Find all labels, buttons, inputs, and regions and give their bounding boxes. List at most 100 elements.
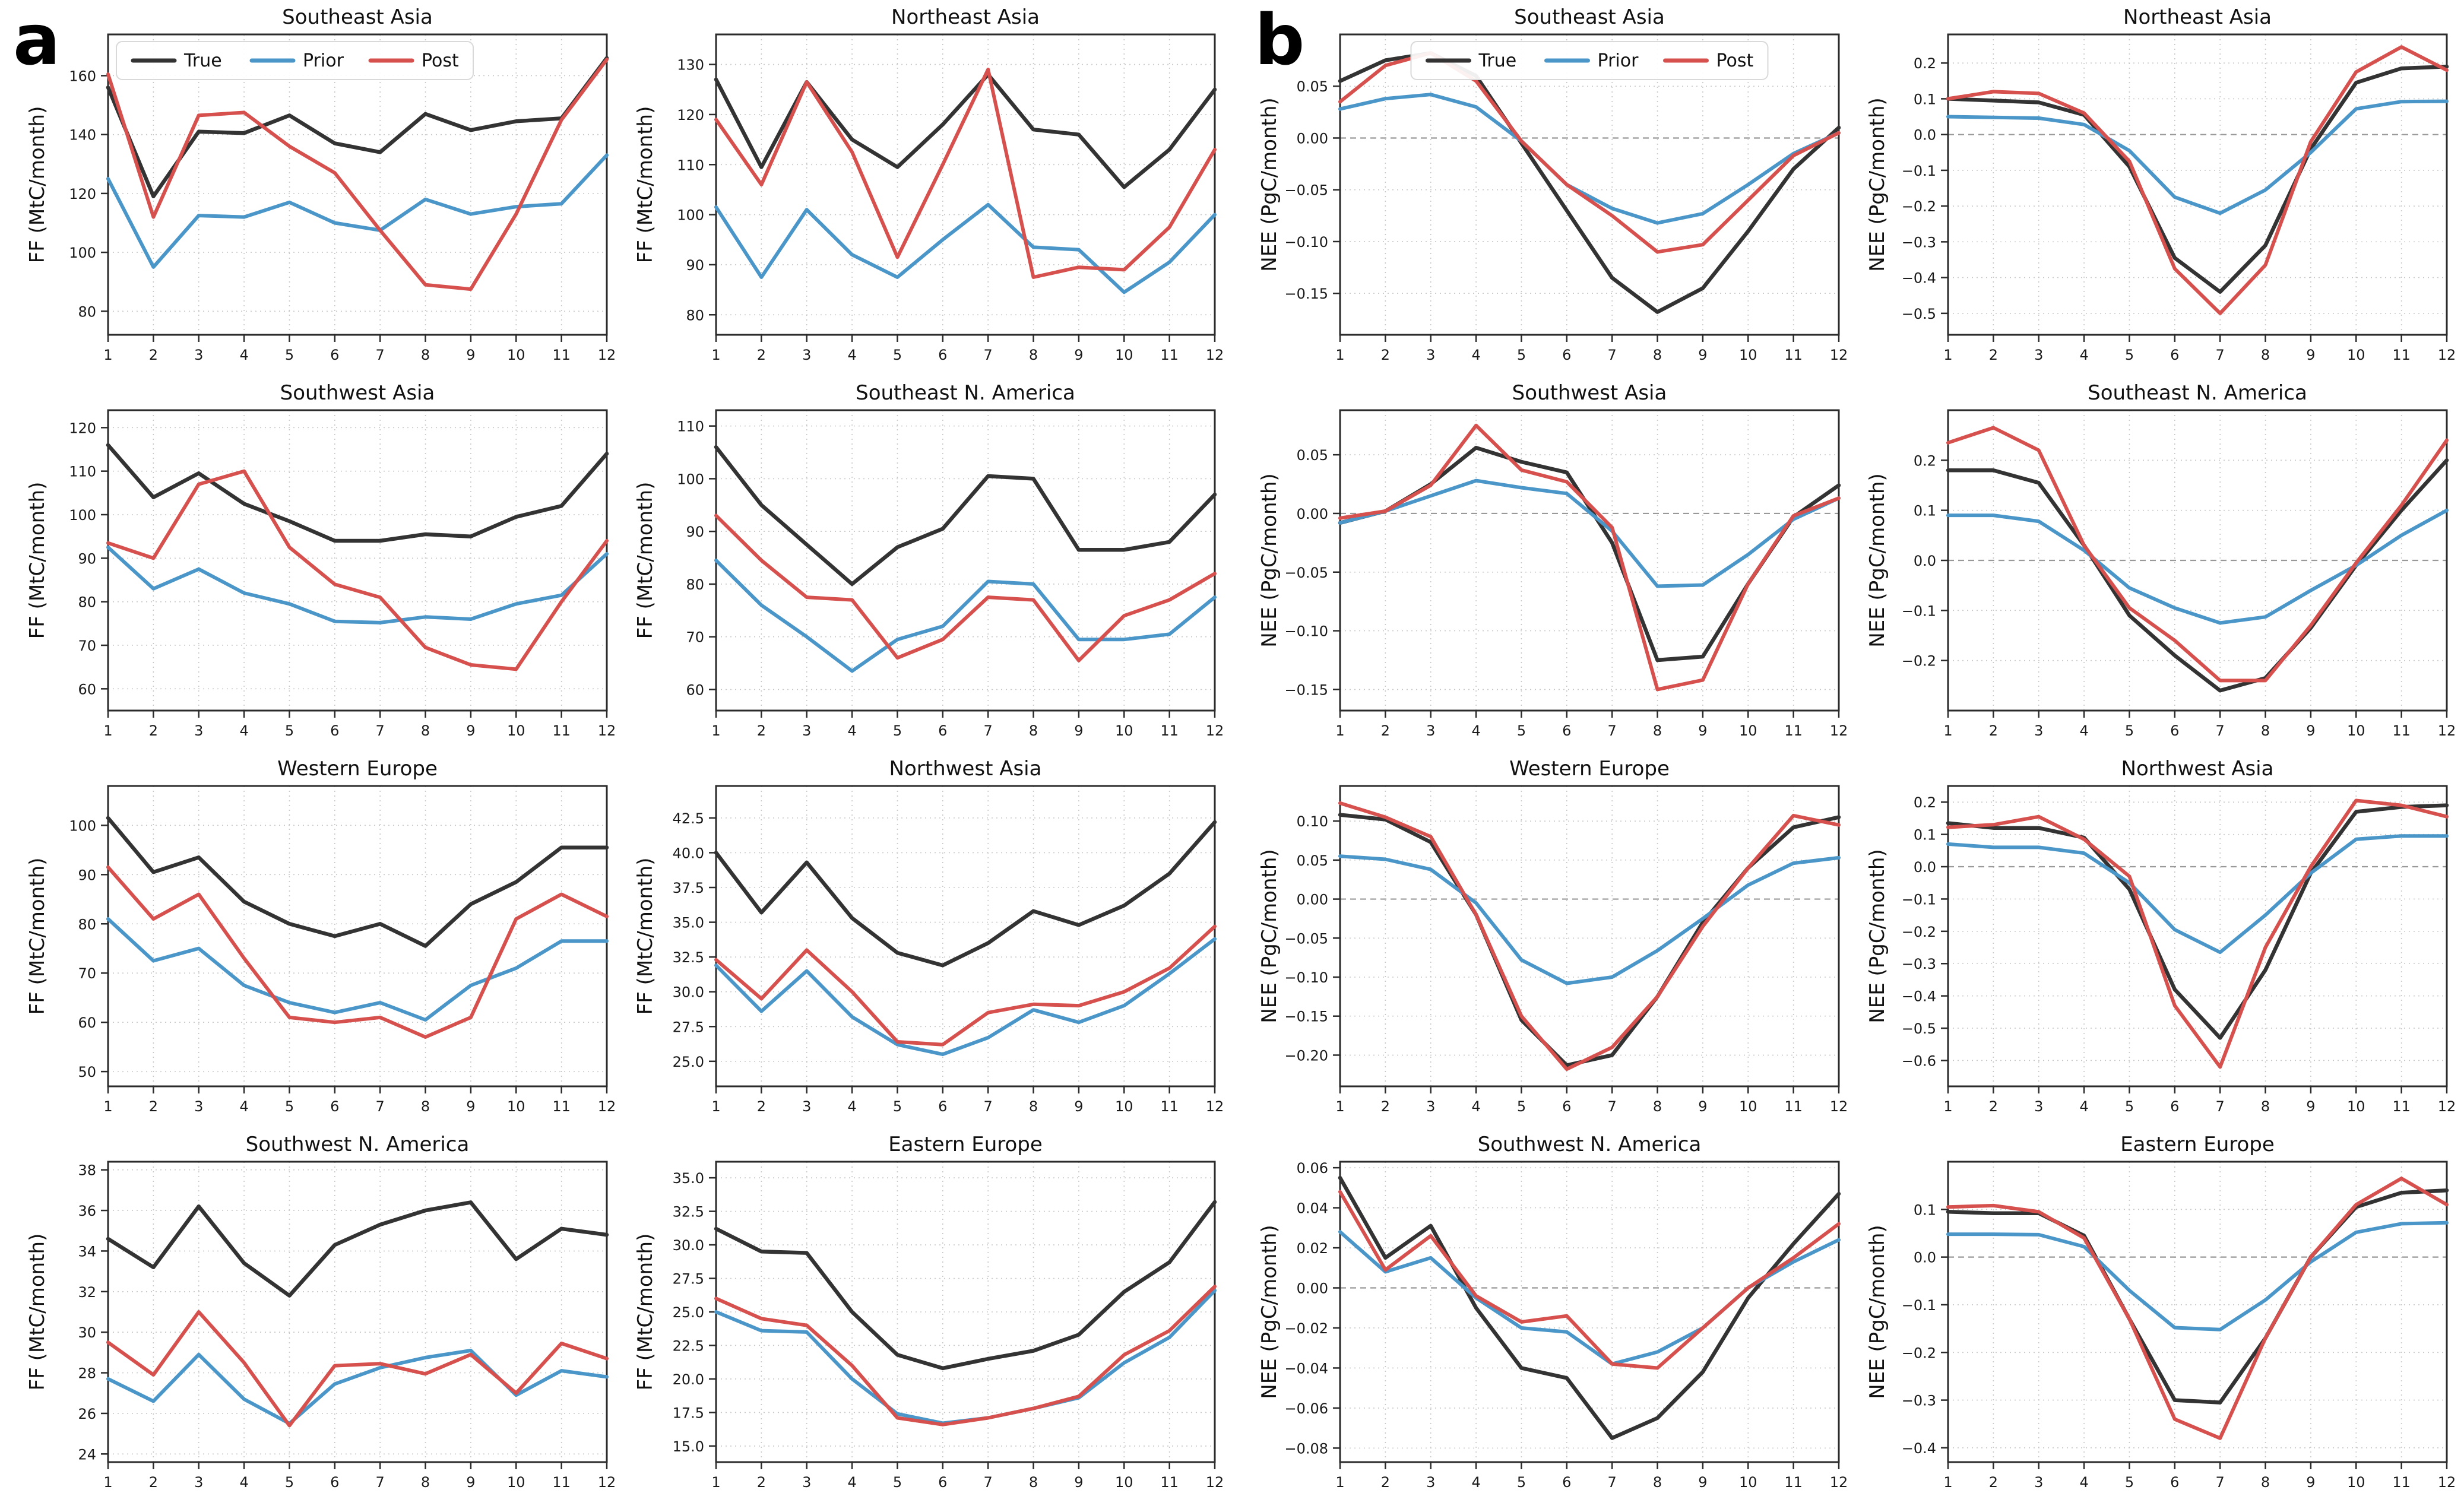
y-tick-label: −0.1 <box>1902 163 1936 179</box>
x-tick-label: 10 <box>2347 1474 2365 1491</box>
x-tick-label: 9 <box>466 1098 475 1115</box>
x-tick-label: 8 <box>2261 1474 2270 1491</box>
y-tick-label: 0.10 <box>1297 813 1328 830</box>
y-axis-label: FF (MtC/month) <box>634 1234 657 1391</box>
subplot-b-northeast-asia: 0.2 0.1 0.0 −0.1 −0.2 −0.3 −0.4 −0.5 1 2 3 4 5 6 7 8 9 10… <box>1860 5 2460 376</box>
legend-label-prior: Prior <box>303 50 344 71</box>
panel-b: b 0.05 0.00 −0.05 −0.10 −0.15 1 2 3 4 5 6 7 8 9 10 11 12… <box>1232 0 2464 1509</box>
series-line-prior <box>1946 508 2449 625</box>
y-tick-label: 120 <box>69 186 96 202</box>
chart-title: Eastern Europe <box>2120 1133 2275 1156</box>
panel-a-grid: 80 100 120 140 160 1 2 3 4 5 6 7 8 9 10 11 12 Southeast A… <box>20 5 1228 1503</box>
y-tick-label: 25.0 <box>673 1054 704 1070</box>
y-tick-label: 120 <box>69 420 96 436</box>
x-tick-label: 5 <box>285 1474 294 1491</box>
x-tick-label: 9 <box>1698 1098 1707 1115</box>
x-tick-label: 6 <box>1562 347 1571 363</box>
x-tick-label: 1 <box>1943 1098 1952 1115</box>
x-tick-label: 1 <box>1335 722 1344 739</box>
y-tick-label: 15.0 <box>673 1438 704 1455</box>
x-tick-label: 1 <box>103 1474 112 1491</box>
y-tick-label: −0.02 <box>1284 1320 1328 1337</box>
x-tick-label: 10 <box>1739 1098 1757 1115</box>
x-tick-label: 8 <box>421 722 430 739</box>
x-tick-label: 6 <box>1562 1098 1571 1115</box>
x-tick-label: 7 <box>984 722 993 739</box>
x-tick-label: 10 <box>507 722 525 739</box>
y-tick-label: 0.0 <box>1914 859 1936 876</box>
y-tick-label: 0.05 <box>1297 447 1328 464</box>
x-tick-label: 5 <box>1517 722 1526 739</box>
x-tick-label: 8 <box>1653 722 1662 739</box>
series-line-prior <box>1946 834 2449 955</box>
x-tick-label: 7 <box>376 1098 385 1115</box>
subplot-b-southwest-asia: 0.05 0.00 −0.05 −0.10 −0.15 1 2 3 4 5 6 7 8 9 10 11 12 So… <box>1252 381 1852 752</box>
subplot-b-western-europe: 0.10 0.05 0.00 −0.05 −0.10 −0.15 −0.20 1 2 3 4 5 6 7 8… <box>1252 756 1852 1127</box>
series-line-true <box>1338 813 1841 1067</box>
y-tick-label: −0.5 <box>1902 1020 1936 1037</box>
y-axis-label: FF (MtC/month) <box>26 858 49 1015</box>
y-tick-label: 80 <box>686 307 704 324</box>
x-tick-label: 11 <box>552 1474 571 1491</box>
series-line-true <box>106 1200 609 1298</box>
y-tick-label: 80 <box>78 916 96 933</box>
series-line-post <box>714 513 1217 662</box>
x-tick-label: 12 <box>2438 722 2456 739</box>
x-tick-label: 9 <box>2306 722 2315 739</box>
x-tick-label: 5 <box>1517 347 1526 363</box>
panel-b-grid: 0.05 0.00 −0.05 −0.10 −0.15 1 2 3 4 5 6 7 8 9 10 11 12 So… <box>1252 5 2460 1503</box>
series-line-post <box>1946 45 2449 315</box>
y-tick-label: −0.10 <box>1284 623 1328 640</box>
x-tick-label: 12 <box>2438 1098 2456 1115</box>
chart-title: Southeast Asia <box>1514 5 1665 29</box>
y-axis-label: FF (MtC/month) <box>26 1234 49 1391</box>
subplot-b-southeast-asia: 0.05 0.00 −0.05 −0.10 −0.15 1 2 3 4 5 6 7 8 9 10 11 12 So… <box>1252 5 1852 376</box>
y-tick-label: 17.5 <box>673 1405 704 1421</box>
series-line-true <box>106 816 609 948</box>
x-tick-label: 12 <box>598 347 616 363</box>
chart-title: Eastern Europe <box>888 1133 1043 1156</box>
x-tick-label: 7 <box>1608 1474 1617 1491</box>
x-tick-label: 3 <box>1426 1474 1435 1491</box>
x-tick-label: 5 <box>285 347 294 363</box>
x-tick-label: 2 <box>1989 1474 1998 1491</box>
x-tick-label: 1 <box>103 722 112 739</box>
x-tick-label: 2 <box>1989 347 1998 363</box>
x-tick-label: 2 <box>757 722 766 739</box>
y-tick-label: 0.00 <box>1297 892 1328 908</box>
x-tick-label: 3 <box>2034 722 2043 739</box>
series-line-true <box>106 56 609 199</box>
x-tick-label: 2 <box>149 1474 158 1491</box>
series-line-prior <box>1946 1220 2449 1332</box>
x-tick-label: 12 <box>598 1098 616 1115</box>
y-tick-label: −0.10 <box>1284 234 1328 251</box>
y-tick-label: 26 <box>78 1406 96 1422</box>
chart-title: Western Europe <box>1509 757 1670 781</box>
y-axis-label: FF (MtC/month) <box>26 106 49 264</box>
y-axis-label: FF (MtC/month) <box>634 482 657 639</box>
x-tick-label: 11 <box>1160 1098 1179 1115</box>
x-tick-label: 11 <box>1160 347 1179 363</box>
series-line-post <box>1946 1177 2449 1440</box>
y-tick-label: −0.15 <box>1284 286 1328 302</box>
y-tick-label: 0.00 <box>1297 1280 1328 1297</box>
panel-b-label: b <box>1255 0 1305 81</box>
y-tick-label: 40.0 <box>673 845 704 861</box>
x-tick-label: 10 <box>1739 347 1757 363</box>
series-line-true <box>1946 64 2449 294</box>
x-tick-label: 10 <box>1115 347 1133 363</box>
x-tick-label: 4 <box>1471 347 1480 363</box>
y-tick-label: 0.00 <box>1297 506 1328 522</box>
x-tick-label: 11 <box>1784 347 1803 363</box>
x-tick-label: 9 <box>1698 347 1707 363</box>
panel-a: a 80 100 120 140 160 1 2 3 4 5 6 7 8 9 10 11 12 Southeast… <box>13 5 1228 1503</box>
x-tick-label: 6 <box>1562 1474 1571 1491</box>
y-tick-label: −0.1 <box>1902 1297 1936 1314</box>
series-line-post <box>106 469 609 671</box>
x-tick-label: 3 <box>1426 347 1435 363</box>
y-tick-label: 0.0 <box>1914 1250 1936 1266</box>
x-tick-label: 7 <box>1608 1098 1617 1115</box>
chart-svg: 0.20.10.0−0.1−0.21 2 3 4 5 6 7 8 9 10 11 12Southeas… <box>1866 381 2456 739</box>
x-tick-label: 7 <box>376 722 385 739</box>
series-line-prior <box>1946 99 2449 215</box>
